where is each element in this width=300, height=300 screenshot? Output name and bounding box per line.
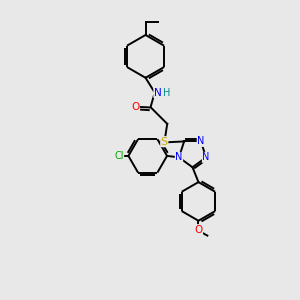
Text: N: N [154,88,162,98]
Text: Cl: Cl [114,151,124,161]
Text: H: H [163,88,170,98]
Text: N: N [202,152,210,162]
Text: O: O [131,102,140,112]
Text: S: S [161,137,168,147]
Text: N: N [197,136,205,146]
Text: O: O [194,225,202,235]
Text: N: N [175,152,183,162]
